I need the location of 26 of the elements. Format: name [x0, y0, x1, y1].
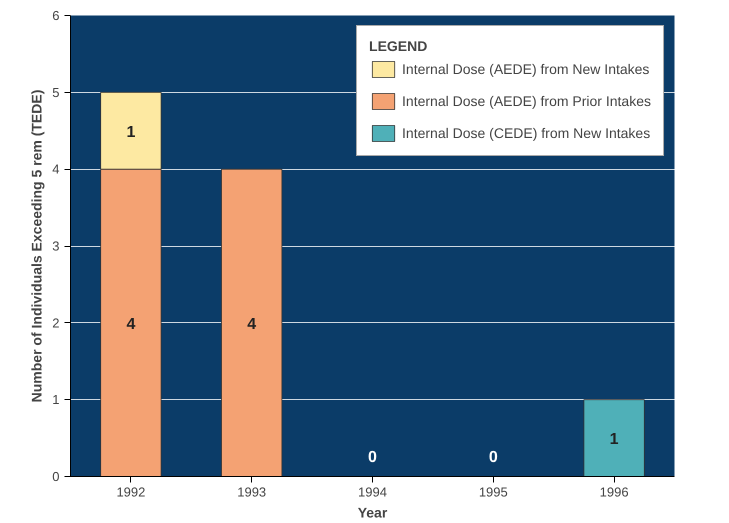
data-label: 0: [488, 448, 498, 466]
x-tick-label: 1993: [237, 484, 266, 500]
y-tick-label: 2: [52, 315, 60, 330]
x-axis-title: Year: [358, 504, 388, 520]
legend-label: Internal Dose (AEDE) from New Intakes: [402, 61, 650, 77]
x-tick-label: 1996: [600, 484, 629, 500]
legend-label: Internal Dose (AEDE) from Prior Intakes: [402, 93, 651, 109]
y-tick-label: 0: [52, 469, 60, 484]
data-label: 4: [247, 316, 256, 333]
y-axis-title: Number of Individuals Exceeding 5 rem (TEDE): [28, 90, 44, 402]
x-tick-label: 1994: [358, 484, 387, 500]
y-tick-label: 4: [52, 162, 60, 177]
legend-title: LEGEND: [369, 38, 428, 54]
y-tick-label: 5: [52, 84, 60, 100]
bar: [584, 399, 645, 476]
data-label: 4: [126, 316, 136, 333]
x-tick-label: 1992: [116, 484, 146, 500]
data-label: 0: [368, 448, 378, 466]
bar: [221, 168, 282, 476]
legend-label: Internal Dose (CEDE) from New Intakes: [402, 125, 650, 141]
y-tick-label: 6: [52, 8, 60, 23]
y-tick-label: 3: [52, 238, 60, 254]
data-label: 1: [126, 124, 136, 141]
y-tick-label: 1: [52, 392, 60, 408]
x-tick-label: 1995: [478, 484, 508, 500]
data-label: 1: [610, 431, 619, 448]
